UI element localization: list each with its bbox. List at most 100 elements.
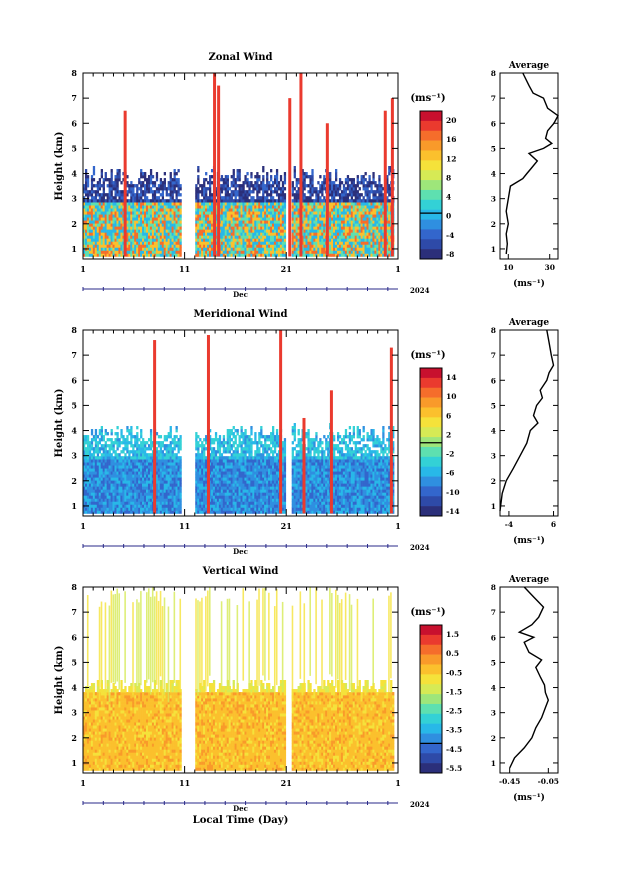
heatmap-cell bbox=[242, 214, 245, 218]
heatmap-cell bbox=[279, 202, 283, 206]
heatmap-cell bbox=[149, 453, 153, 457]
heatmap-cell bbox=[297, 232, 300, 236]
heatmap-cell bbox=[228, 187, 231, 191]
heatmap-cell bbox=[317, 226, 320, 230]
heatmap-cell bbox=[161, 229, 165, 233]
heatmap-cell bbox=[277, 223, 281, 227]
heatmap-cell bbox=[386, 226, 389, 230]
heatmap-cell bbox=[356, 232, 359, 236]
heatmap-cell bbox=[126, 492, 129, 496]
heatmap-cell bbox=[92, 217, 96, 221]
heatmap-cell bbox=[388, 220, 391, 224]
heatmap-cell bbox=[220, 250, 224, 254]
heatmap-cell bbox=[149, 238, 153, 242]
heatmap-cell bbox=[138, 477, 141, 481]
heatmap-cell bbox=[370, 199, 373, 203]
heatmap-cell bbox=[350, 220, 354, 224]
heatmap-cell bbox=[374, 181, 377, 185]
heatmap-cell bbox=[106, 438, 109, 442]
heatmap-cell bbox=[199, 247, 202, 251]
heatmap-cell bbox=[197, 223, 200, 227]
heatmap-cell bbox=[92, 456, 96, 460]
heatmap-cell bbox=[311, 178, 314, 182]
heatmap-cell bbox=[146, 501, 149, 505]
heatmap-cell bbox=[307, 202, 310, 206]
heatmap-cell bbox=[236, 211, 239, 215]
heatmap-cell bbox=[94, 447, 98, 451]
heatmap-cell bbox=[96, 220, 100, 224]
average-y-tick-label: 6 bbox=[491, 119, 496, 128]
heatmap-cell bbox=[350, 190, 354, 194]
heatmap-cell bbox=[132, 244, 135, 248]
heatmap-cell bbox=[96, 456, 100, 460]
heatmap-cell bbox=[102, 217, 105, 221]
heatmap-cell bbox=[335, 217, 338, 221]
heatmap-cell bbox=[331, 202, 334, 206]
heatmap-cell bbox=[260, 187, 263, 191]
heatmap-cell bbox=[350, 226, 354, 230]
heatmap-cell bbox=[248, 193, 251, 197]
heatmap-cell bbox=[242, 187, 245, 191]
heatmap-cell bbox=[167, 447, 170, 451]
heatmap-cell bbox=[250, 184, 253, 188]
heatmap-cell bbox=[126, 507, 129, 511]
heatmap-cell bbox=[147, 447, 151, 451]
heatmap-cell bbox=[100, 208, 103, 212]
heatmap-cell bbox=[315, 217, 318, 221]
heatmap-cell bbox=[169, 229, 172, 233]
heatmap-cell bbox=[140, 202, 143, 206]
heatmap-cell bbox=[88, 474, 92, 478]
heatmap-cell bbox=[279, 226, 283, 230]
heatmap-cell bbox=[171, 226, 174, 230]
heatmap-cell bbox=[114, 504, 117, 508]
heatmap-cell bbox=[149, 483, 153, 487]
heatmap-cell bbox=[167, 244, 170, 248]
heatmap-cell bbox=[303, 232, 306, 236]
heatmap-cell bbox=[161, 462, 165, 466]
heatmap-cell bbox=[122, 241, 125, 245]
heatmap-cell bbox=[244, 208, 247, 212]
heatmap-cell bbox=[134, 486, 137, 490]
heatmap-cell bbox=[104, 211, 107, 215]
heatmap-cell bbox=[260, 196, 263, 200]
heatmap-cell bbox=[232, 193, 235, 197]
heatmap-cell bbox=[335, 178, 338, 182]
heatmap-cell bbox=[197, 217, 200, 221]
heatmap-cell bbox=[279, 211, 283, 215]
heatmap-cell bbox=[171, 208, 174, 212]
heatmap-cell bbox=[138, 220, 141, 224]
heatmap-cell bbox=[376, 196, 379, 200]
heatmap-cell bbox=[128, 492, 131, 496]
heatmap-cell bbox=[344, 220, 348, 224]
heatmap-cell bbox=[94, 193, 98, 197]
heatmap-cell bbox=[98, 429, 102, 433]
heatmap-cell bbox=[161, 253, 165, 257]
heatmap-cell bbox=[203, 214, 206, 218]
heatmap-cell bbox=[342, 199, 346, 203]
heatmap-cell bbox=[110, 244, 113, 248]
heatmap-cell bbox=[126, 447, 129, 451]
heatmap-cell bbox=[356, 211, 359, 215]
heatmap-cell bbox=[98, 184, 102, 188]
heatmap-cell bbox=[108, 453, 111, 457]
heatmap-cell bbox=[83, 238, 86, 242]
heatmap-cell bbox=[114, 214, 117, 218]
heatmap-cell bbox=[266, 226, 269, 230]
heatmap-cell bbox=[177, 229, 180, 233]
heatmap-cell bbox=[130, 492, 133, 496]
heatmap-cell bbox=[335, 244, 338, 248]
heatmap-cell bbox=[234, 244, 237, 248]
heatmap-cell bbox=[151, 489, 155, 493]
heatmap-cell bbox=[114, 495, 117, 499]
heatmap-cell bbox=[364, 202, 367, 206]
heatmap-cell bbox=[155, 241, 159, 245]
colorbar-swatch bbox=[420, 199, 442, 210]
heatmap-cell bbox=[370, 211, 373, 215]
heatmap-cell bbox=[149, 202, 153, 206]
heatmap-cell bbox=[248, 232, 251, 236]
heatmap-cell bbox=[220, 208, 224, 212]
heatmap-cell bbox=[128, 241, 131, 245]
heatmap-cell bbox=[262, 247, 265, 251]
heatmap-cell bbox=[128, 474, 131, 478]
heatmap-cell bbox=[96, 205, 100, 209]
